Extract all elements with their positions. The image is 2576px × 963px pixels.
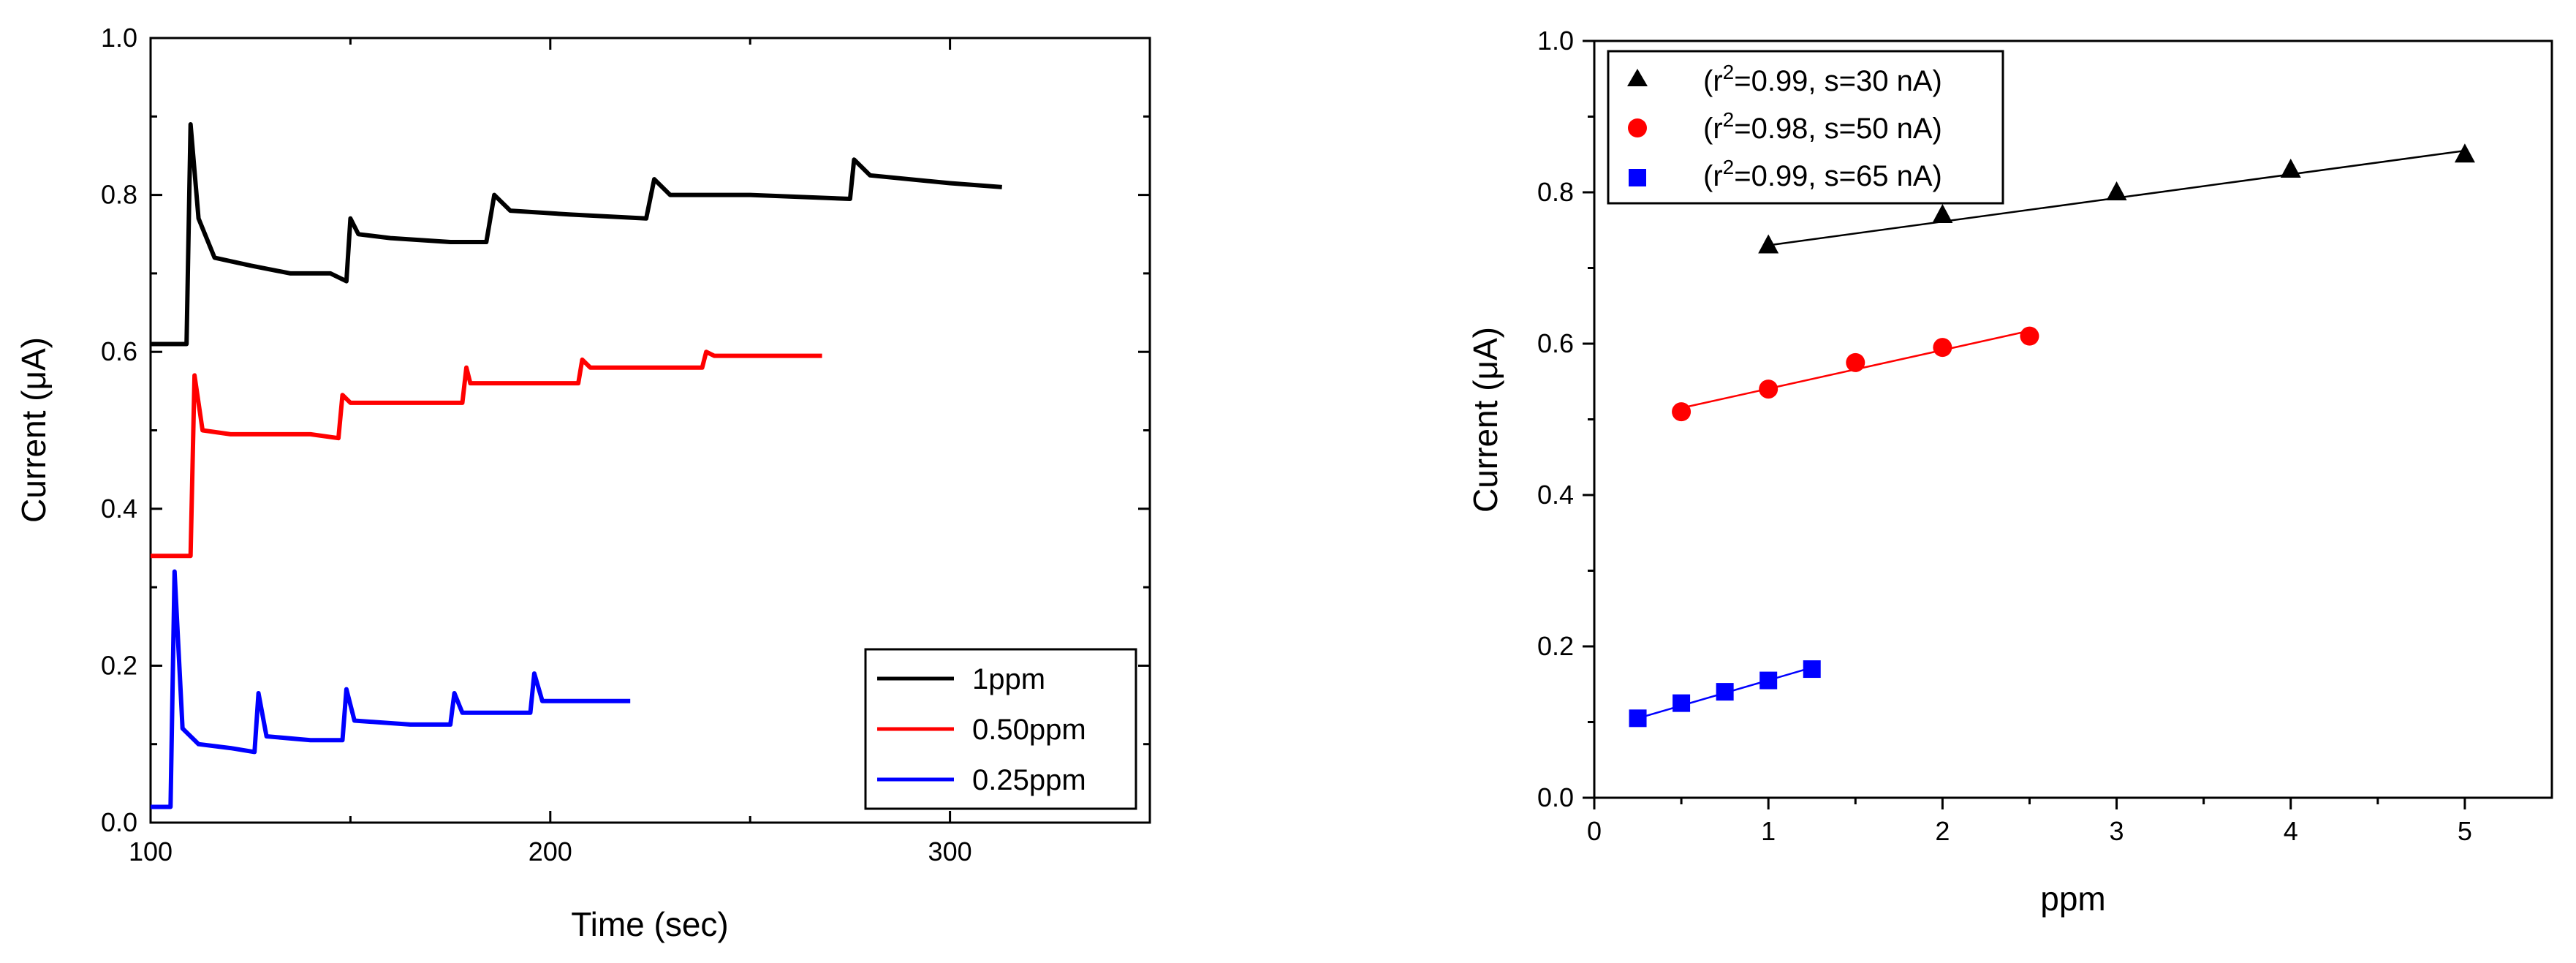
y-tick-label-right: 0.4 [1537,480,1574,510]
x-axis-label-right: ppm [2040,880,2105,918]
data-point-square [1803,660,1821,679]
x-tick-label-right: 1 [1761,816,1776,846]
y-tick-label-left: 0.0 [101,807,137,837]
y-axis-label-right: Current (μA) [1466,327,1504,513]
legend-label-fit-2: (r2=0.98, s=50 nA) [1703,108,1942,145]
data-point-triangle [1932,204,1953,224]
series-line-0-50ppm [151,350,822,559]
data-point-circle [1933,338,1952,358]
legend-left: 1ppm 0.50ppm 0.25ppm [864,648,1137,810]
x-tick-label-right: 4 [2284,816,2298,846]
legend-box-right [1607,50,2004,205]
data-point-circle [1759,379,1778,399]
data-point-circle [1846,352,1865,372]
y-tick-label-right: 0.8 [1537,177,1574,207]
data-point-square [1629,709,1647,728]
right-series-points [1629,143,2475,728]
data-point-triangle [1758,234,1779,254]
data-point-triangle [2106,181,2127,200]
data-point-triangle [2454,143,2475,163]
data-point-circle [2020,326,2039,346]
y-tick-label-right: 0.6 [1537,328,1574,358]
legend-label-1ppm: 1ppm [972,663,1045,695]
x-tick-label-left: 200 [529,837,572,866]
x-tick-label-right: 3 [2110,816,2124,846]
time-current-chart: 0.0 0.2 0.4 0.6 0.8 1.0 100 200 300 Time (sec) C… [15,23,1151,943]
data-point-square [1672,694,1691,712]
x-tick-label-right: 0 [1587,816,1602,846]
series-line-1ppm [151,122,1002,347]
y-tick-label-left: 0.6 [101,336,137,366]
legend-right: (r2=0.99, s=30 nA) (r2=0.98, s=50 nA) (r… [1607,50,2004,205]
series-line-0-25ppm [151,569,631,809]
data-point-circle [1672,402,1692,422]
legend-marker-circle [1628,118,1647,137]
legend-label-0-50ppm: 0.50ppm [972,714,1086,746]
left-series-lines [151,122,1002,809]
data-point-square [1759,671,1778,690]
legend-marker-triangle [1627,69,1648,86]
y-tick-label-right: 0.2 [1537,631,1574,661]
legend-label-0-25ppm: 0.25ppm [972,764,1086,796]
data-point-square [1716,683,1734,701]
x-tick-label-left: 300 [928,837,972,866]
x-tick-label-right: 2 [1935,816,1950,846]
y-tick-label-left: 0.2 [101,650,137,680]
y-tick-label-left: 0.8 [101,180,137,210]
x-axis-label-left: Time (sec) [571,905,729,943]
x-tick-label-right: 5 [2458,816,2472,846]
legend-label-fit-1: (r2=0.99, s=30 nA) [1703,61,1942,97]
data-point-triangle [2280,158,2301,178]
legend-marker-square [1629,169,1646,186]
y-axis-label-left: Current (μA) [15,337,53,523]
left-axis-ticks: 0.0 0.2 0.4 0.6 0.8 1.0 100 200 300 [101,23,1150,866]
right-axis-ticks: 0.0 0.2 0.4 0.6 0.8 1.0 0 1 2 3 4 5 [1537,26,2472,846]
y-tick-label-left: 0.4 [101,494,137,524]
y-tick-label-right: 0.0 [1537,782,1574,812]
x-tick-label-left: 100 [129,837,173,866]
y-tick-label-right: 1.0 [1537,26,1574,56]
ppm-current-chart: 0.0 0.2 0.4 0.6 0.8 1.0 0 1 2 3 4 5 ppm Current (μA… [1466,26,2553,918]
legend-label-fit-3: (r2=0.99, s=65 nA) [1703,156,1942,192]
y-tick-label-left: 1.0 [101,23,137,53]
